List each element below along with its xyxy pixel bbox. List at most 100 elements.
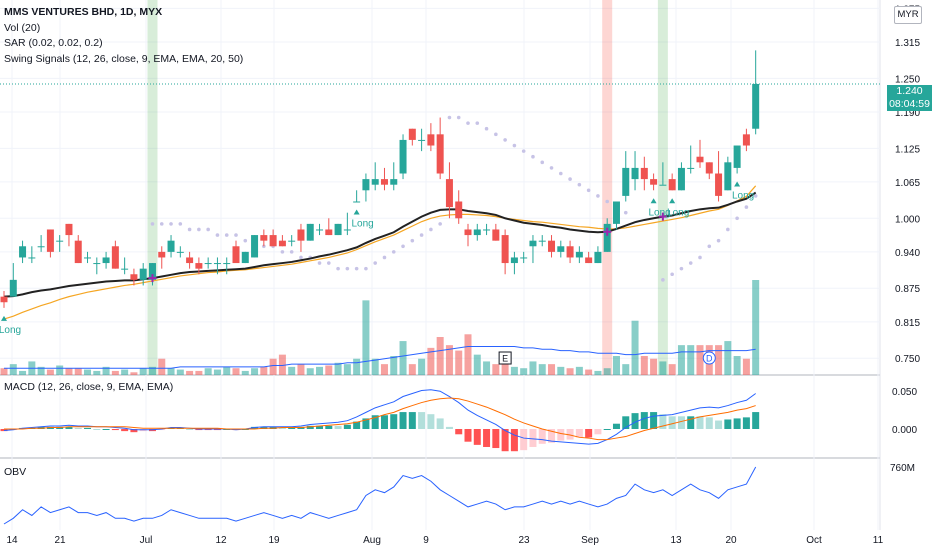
candle — [399, 134, 407, 180]
macd-histogram-bar — [752, 412, 760, 429]
sar-dot — [382, 255, 387, 260]
volume-bar — [510, 366, 518, 375]
volume-bar — [0, 368, 8, 375]
signal-highlight-band — [602, 0, 613, 375]
ema-cross-marker — [148, 274, 157, 283]
macd-histogram-bar — [158, 429, 166, 431]
candle-body — [733, 145, 741, 168]
volume-bar — [102, 366, 110, 375]
candle-body — [195, 263, 203, 269]
candle-body — [325, 229, 333, 236]
candle — [492, 223, 500, 241]
sar-dot — [336, 266, 340, 271]
volume-bar — [362, 300, 370, 375]
candle — [380, 167, 388, 191]
sar-indicator-label[interactable]: SAR (0.02, 0.02, 0.2) — [4, 37, 103, 49]
macd-histogram-bar — [121, 429, 129, 432]
vol-indicator-label[interactable]: Vol (20) — [4, 21, 41, 34]
candle-body — [668, 179, 676, 191]
candle — [343, 212, 351, 236]
sar-dot — [707, 244, 712, 249]
candle — [473, 223, 481, 241]
candle — [102, 251, 110, 269]
macd-histogram-bar — [603, 429, 611, 430]
candle — [677, 162, 685, 191]
candle-body — [538, 240, 546, 242]
candle-body — [186, 257, 194, 264]
candle — [696, 139, 704, 168]
sar-dot — [531, 154, 535, 159]
macd-histogram-bar — [650, 412, 658, 429]
candle-body — [557, 246, 565, 252]
candle-body — [520, 257, 528, 259]
candle — [213, 257, 221, 275]
macd-pane-label[interactable]: MACD (12, 26, close, 9, EMA, EMA) — [4, 381, 174, 393]
ema-cross-marker — [603, 227, 612, 236]
candle-body — [501, 235, 509, 264]
candle-body — [687, 167, 695, 169]
macd-histogram-bar — [316, 425, 324, 429]
macd-histogram-bar — [93, 429, 101, 430]
macd-histogram-bar — [733, 418, 741, 429]
volume-bar — [677, 345, 685, 375]
sar-dot — [345, 266, 350, 271]
volume-bar — [408, 364, 416, 375]
volume-bar — [269, 358, 277, 375]
candle-body — [232, 246, 240, 264]
volume-bar — [353, 358, 361, 375]
currency-button[interactable]: MYR — [894, 6, 922, 24]
obv-pane-label[interactable]: OBV — [4, 466, 27, 478]
candle-body — [297, 229, 305, 241]
candle-body — [696, 156, 704, 163]
candle-body — [176, 251, 184, 253]
candle-body — [111, 246, 119, 269]
volume-bar — [464, 334, 472, 375]
symbol-title[interactable]: MMS VENTURES BHD, 1D, MYX — [4, 6, 163, 18]
candle-body — [742, 134, 750, 146]
time-tick-label: 20 — [725, 535, 737, 546]
sar-dot — [224, 233, 229, 237]
macd-histogram-bar — [640, 412, 648, 429]
candle — [483, 223, 491, 236]
volume-bar — [65, 368, 73, 375]
candle-body — [46, 229, 54, 252]
sar-dot — [197, 227, 201, 232]
volume-bar — [650, 358, 658, 375]
volume-bar — [752, 280, 760, 375]
candle-body — [102, 257, 110, 264]
sar-dot — [215, 233, 220, 237]
macd-histogram-bar — [380, 415, 388, 429]
candle-body — [473, 229, 481, 236]
volume-bar — [733, 356, 741, 375]
event-marker-label: E — [502, 354, 508, 364]
candle — [390, 162, 398, 191]
macd-histogram-bar — [455, 429, 463, 435]
signal-highlight-band — [147, 0, 158, 375]
candle-body — [0, 296, 8, 303]
candle — [93, 257, 101, 275]
macd-histogram-bar — [529, 429, 537, 447]
macd-histogram-bar — [575, 429, 583, 438]
macd-histogram-bar — [612, 423, 620, 429]
volume-bar — [575, 366, 583, 375]
candle — [19, 240, 27, 264]
swing-signals-label[interactable]: Swing Signals (12, 26, close, 9, EMA, EM… — [4, 52, 244, 65]
macd-histogram-bar — [306, 425, 314, 429]
volume-bar — [445, 345, 453, 375]
volume-bar — [603, 368, 611, 375]
candle — [195, 257, 203, 275]
price-tick-label: 0.750 — [895, 354, 920, 365]
candle-body — [603, 223, 611, 252]
volume-bar — [204, 368, 212, 375]
volume-bar — [529, 361, 537, 375]
volume-bar — [594, 370, 602, 375]
candle-body — [334, 223, 342, 236]
volume-bar — [241, 370, 249, 375]
candle-body — [121, 268, 129, 270]
candle — [139, 263, 147, 286]
long-signal-label: Long — [667, 207, 689, 218]
volume-bar — [668, 364, 676, 375]
volume-bar — [640, 356, 648, 375]
candle-body — [241, 251, 249, 264]
